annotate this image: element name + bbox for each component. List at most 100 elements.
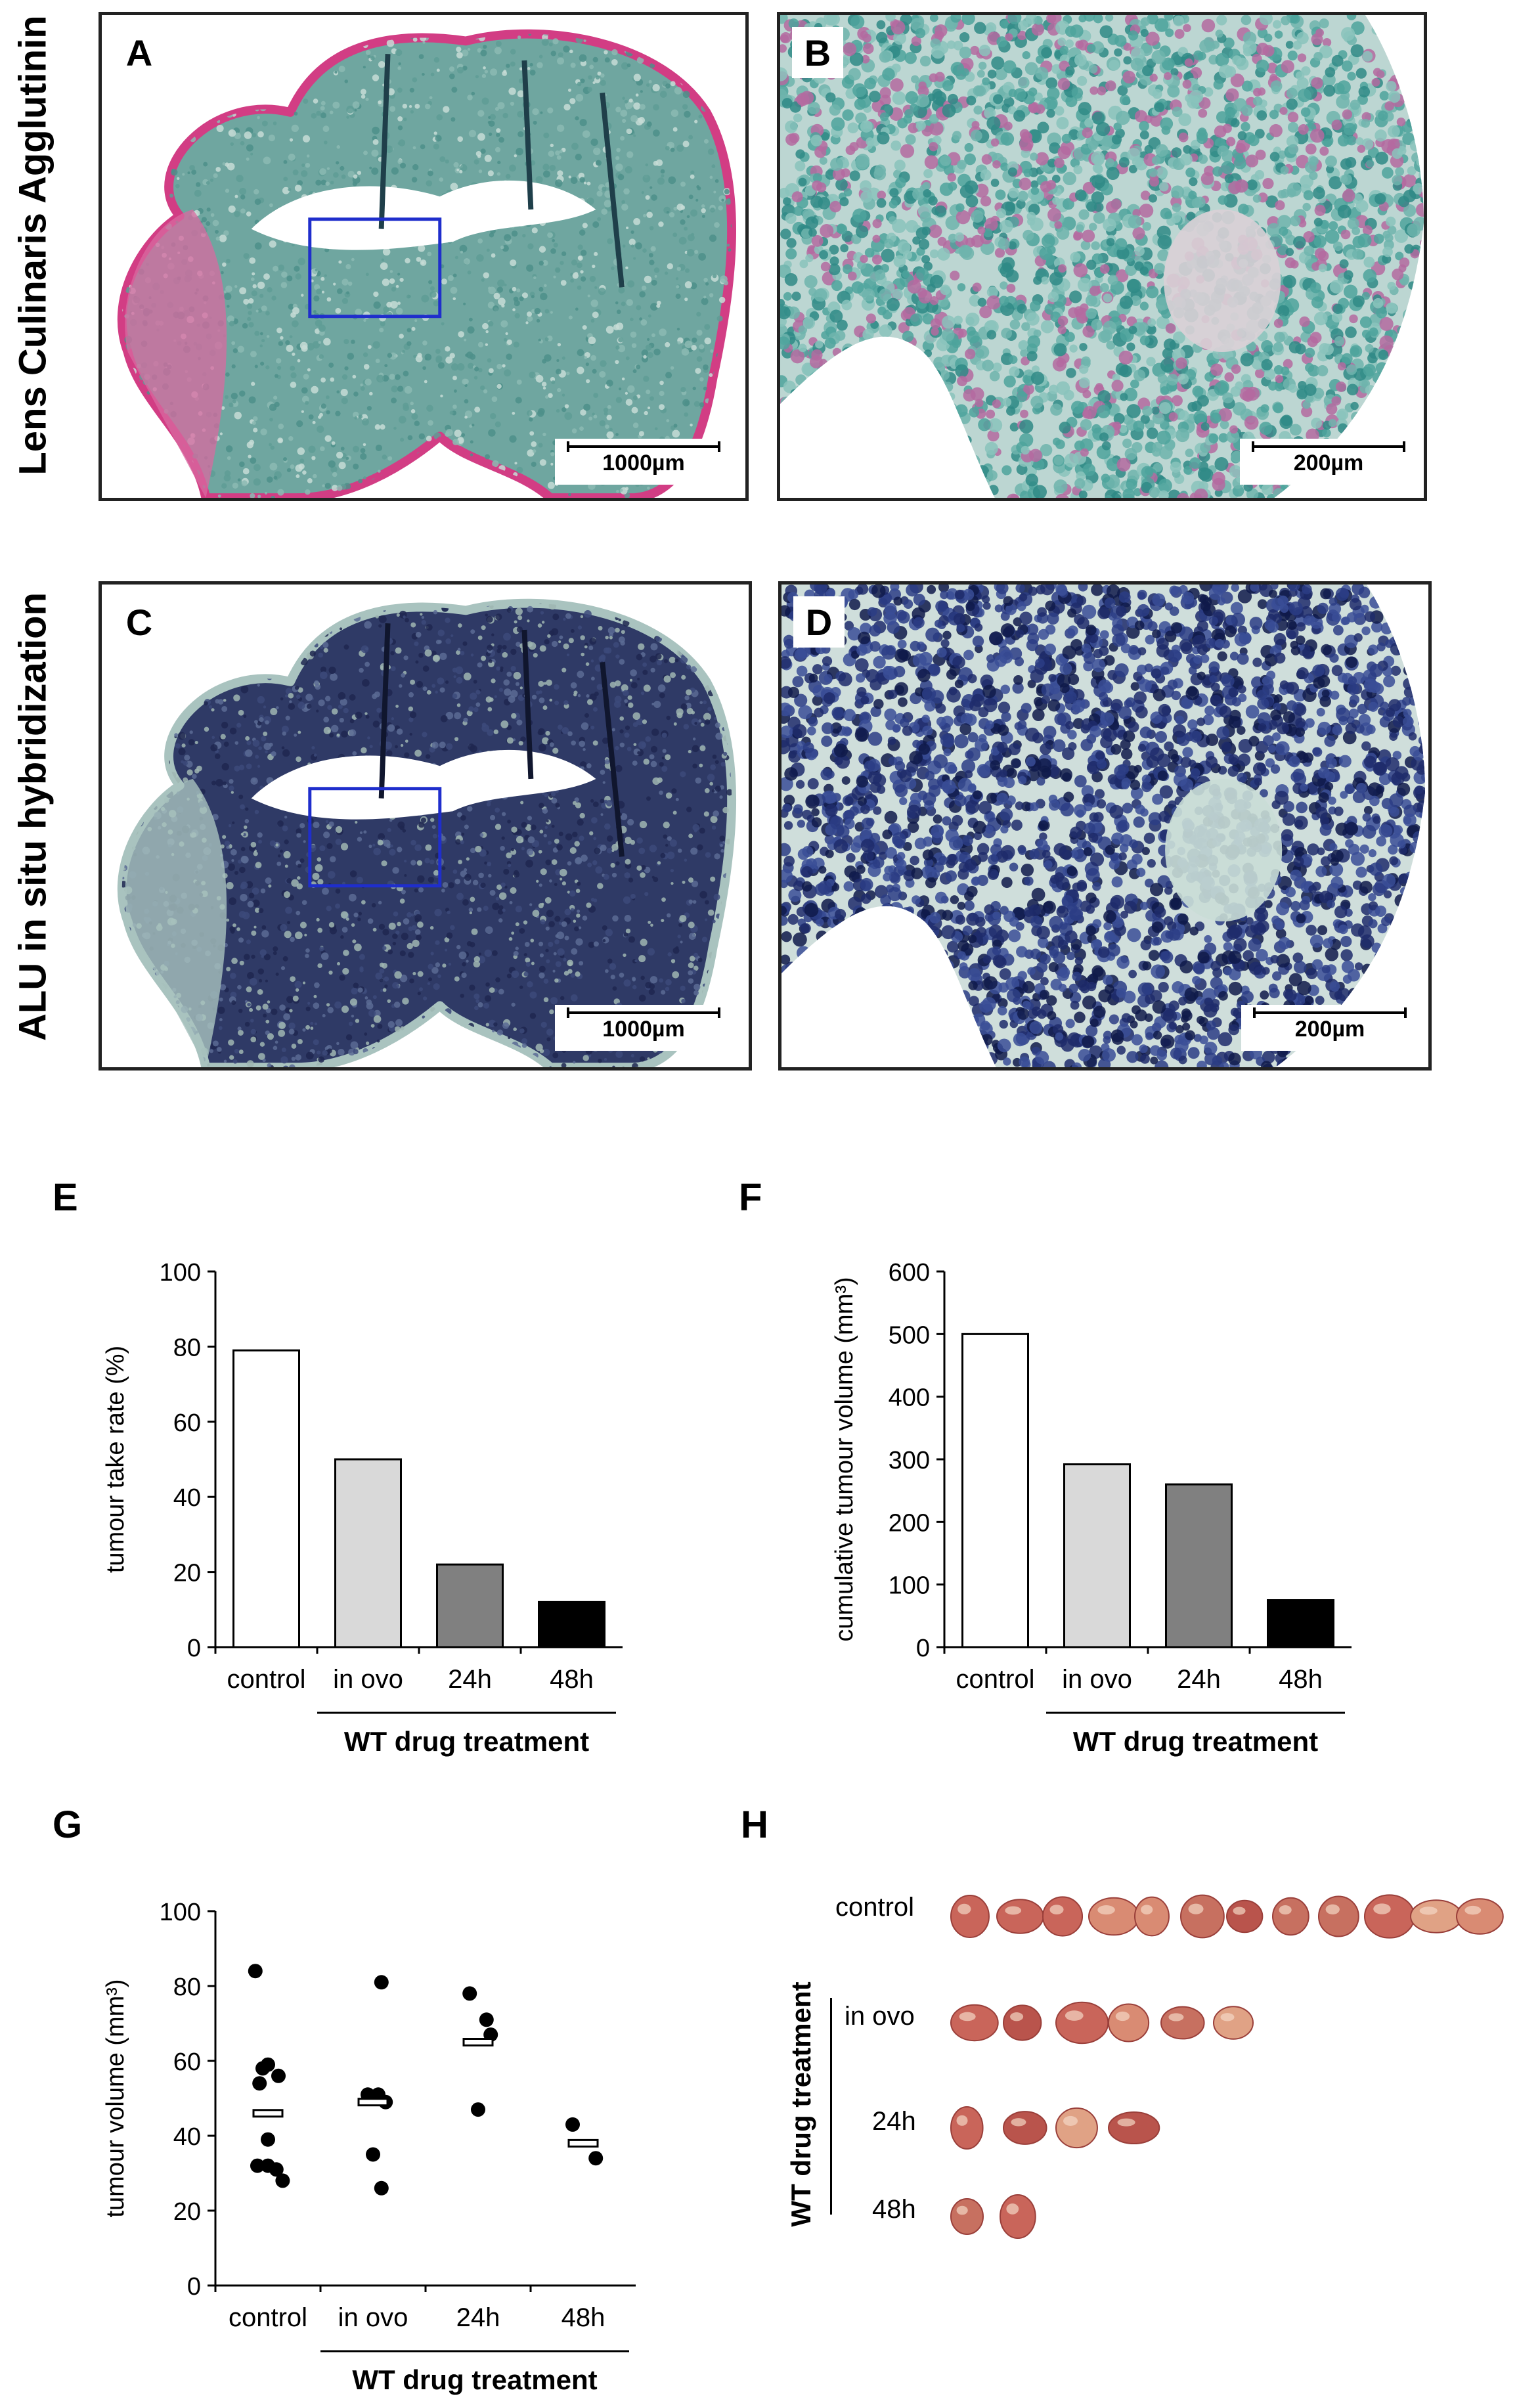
chart-g-point bbox=[261, 2132, 275, 2147]
row-label-lca: Lens Culinaris Agglutinin bbox=[11, 0, 55, 495]
tumour-24h bbox=[1003, 2111, 1047, 2144]
chart-g-mean-control bbox=[253, 2110, 282, 2117]
chart-g-mean-in-ovo bbox=[359, 2099, 387, 2106]
chart-e-bar-in-ovo bbox=[336, 1459, 401, 1647]
chart-f-x-tick-label: control bbox=[956, 1665, 1034, 1694]
chart-e-x-tick-label: 24h bbox=[448, 1665, 492, 1694]
chart-e-x-tick-label: 48h bbox=[550, 1665, 594, 1694]
chart-f-bar-control bbox=[963, 1334, 1028, 1647]
chart-f-y-tick-label: 100 bbox=[889, 1572, 930, 1600]
tumour-control bbox=[1181, 1895, 1224, 1938]
chart-e-y-tick-label: 100 bbox=[160, 1259, 201, 1287]
micrograph-d: D 200µm bbox=[778, 581, 1432, 1071]
tumour-control bbox=[997, 1899, 1044, 1933]
tumour-in-ovo bbox=[1056, 2002, 1108, 2043]
tumour-control bbox=[1273, 1898, 1309, 1935]
scale-bar-a: 1000µm bbox=[555, 439, 732, 485]
chart-f-bar-in-ovo bbox=[1065, 1465, 1130, 1647]
chart-e-bar-24h bbox=[437, 1564, 503, 1647]
chart-g-point bbox=[374, 2181, 389, 2196]
micrograph-c: C 1000µm bbox=[99, 581, 752, 1071]
chart-f-y-tick-label: 400 bbox=[889, 1384, 930, 1412]
tumour-48h bbox=[951, 2199, 983, 2234]
scale-label-a: 1000µm bbox=[555, 451, 732, 476]
chart-g-point bbox=[366, 2148, 380, 2162]
photo-panel-h: control in ovo 24h 48h WT drug treatment bbox=[755, 1878, 1537, 2272]
chart-e-y-tick-label: 60 bbox=[173, 1409, 201, 1437]
tumour-in-ovo bbox=[951, 2005, 998, 2041]
chart-g-y-tick-label: 40 bbox=[173, 2123, 201, 2151]
scale-label-d: 200µm bbox=[1241, 1017, 1419, 1042]
tumour-control bbox=[1227, 1901, 1262, 1933]
chart-g-point bbox=[261, 2159, 275, 2173]
chart-g-x-tick-label: control bbox=[229, 2303, 307, 2332]
chart-g-y-axis-label: tumour volume (mm³) bbox=[102, 1979, 129, 2217]
chart-g-point bbox=[462, 1986, 477, 2000]
micrograph-d-image bbox=[781, 585, 1428, 1067]
tumour-24h bbox=[1056, 2108, 1097, 2148]
chart-g-y-tick-label: 80 bbox=[173, 1974, 201, 2001]
chart-g-x-tick-label: in ovo bbox=[338, 2303, 408, 2332]
chart-e-bar-48h bbox=[539, 1602, 605, 1647]
tumour-control bbox=[1043, 1897, 1082, 1935]
chart-f-y-tick-label: 300 bbox=[889, 1447, 930, 1474]
tumour-control bbox=[1457, 1899, 1503, 1934]
tumour-24h bbox=[1109, 2112, 1159, 2144]
chart-g-point bbox=[248, 1964, 263, 1978]
tumour-in-ovo bbox=[1214, 2006, 1253, 2039]
chart-e-y-tick-label: 0 bbox=[187, 1635, 201, 1662]
scale-bar-b: 200µm bbox=[1240, 439, 1417, 485]
chart-e-group-label: WT drug treatment bbox=[344, 1726, 589, 1757]
chart-g-point bbox=[252, 2076, 267, 2090]
tumour-control bbox=[951, 1895, 989, 1937]
panel-letter-a: A bbox=[114, 27, 165, 78]
panel-letter-c: C bbox=[114, 596, 165, 648]
chart-e-x-tick-label: control bbox=[227, 1665, 305, 1694]
panel-letter-d: D bbox=[793, 596, 845, 648]
chart-f-y-tick-label: 0 bbox=[916, 1635, 930, 1662]
micrograph-c-image bbox=[102, 585, 749, 1067]
micrograph-a: A 1000µm bbox=[99, 12, 749, 501]
chart-g-x-tick-label: 24h bbox=[456, 2303, 500, 2332]
tumour-24h bbox=[951, 2107, 983, 2149]
chart-f-y-tick-label: 600 bbox=[889, 1259, 930, 1287]
chart-g-point bbox=[588, 2151, 603, 2165]
tumour-photos bbox=[755, 1878, 1537, 2272]
tumour-control bbox=[1365, 1895, 1415, 1937]
panel-letter-b: B bbox=[792, 27, 843, 78]
scale-label-c: 1000µm bbox=[555, 1017, 732, 1042]
chart-g-mean-24h bbox=[464, 2039, 493, 2046]
scale-label-b: 200µm bbox=[1240, 451, 1417, 476]
micrograph-b-image bbox=[780, 15, 1424, 498]
chart-g-point bbox=[255, 2061, 270, 2075]
chart-e-y-tick-label: 80 bbox=[173, 1334, 201, 1361]
chart-g-x-tick-label: 48h bbox=[561, 2303, 605, 2332]
row-label-alu: ALU in situ hybridization bbox=[11, 567, 55, 1067]
chart-g-y-tick-label: 0 bbox=[187, 2273, 201, 2301]
chart-e-x-tick-label: in ovo bbox=[333, 1665, 403, 1694]
panel-letter-h: H bbox=[741, 1803, 768, 1847]
panel-letter-f: F bbox=[739, 1176, 762, 1220]
chart-g-point bbox=[374, 1975, 389, 1989]
tumour-control bbox=[1089, 1898, 1139, 1935]
chart-g-point bbox=[471, 2102, 485, 2117]
tumour-48h bbox=[1000, 2195, 1036, 2238]
chart-f-y-tick-label: 200 bbox=[889, 1509, 930, 1537]
chart-g-group-label: WT drug treatment bbox=[352, 2364, 597, 2395]
chart-f-x-tick-label: in ovo bbox=[1062, 1665, 1132, 1694]
chart-f-y-axis-label: cumulative tumour volume (mm³) bbox=[831, 1277, 858, 1641]
chart-f-group-label: WT drug treatment bbox=[1073, 1726, 1318, 1757]
chart-g-mean-48h bbox=[569, 2140, 598, 2146]
tumour-control bbox=[1411, 1900, 1462, 1932]
chart-g-y-tick-label: 60 bbox=[173, 2048, 201, 2076]
chart-f-x-tick-label: 24h bbox=[1177, 1665, 1221, 1694]
panel-letter-e: E bbox=[53, 1176, 78, 1220]
chart-g-point bbox=[479, 2012, 494, 2027]
chart-e-bar-control bbox=[234, 1350, 299, 1647]
chart-g-point bbox=[275, 2173, 290, 2188]
